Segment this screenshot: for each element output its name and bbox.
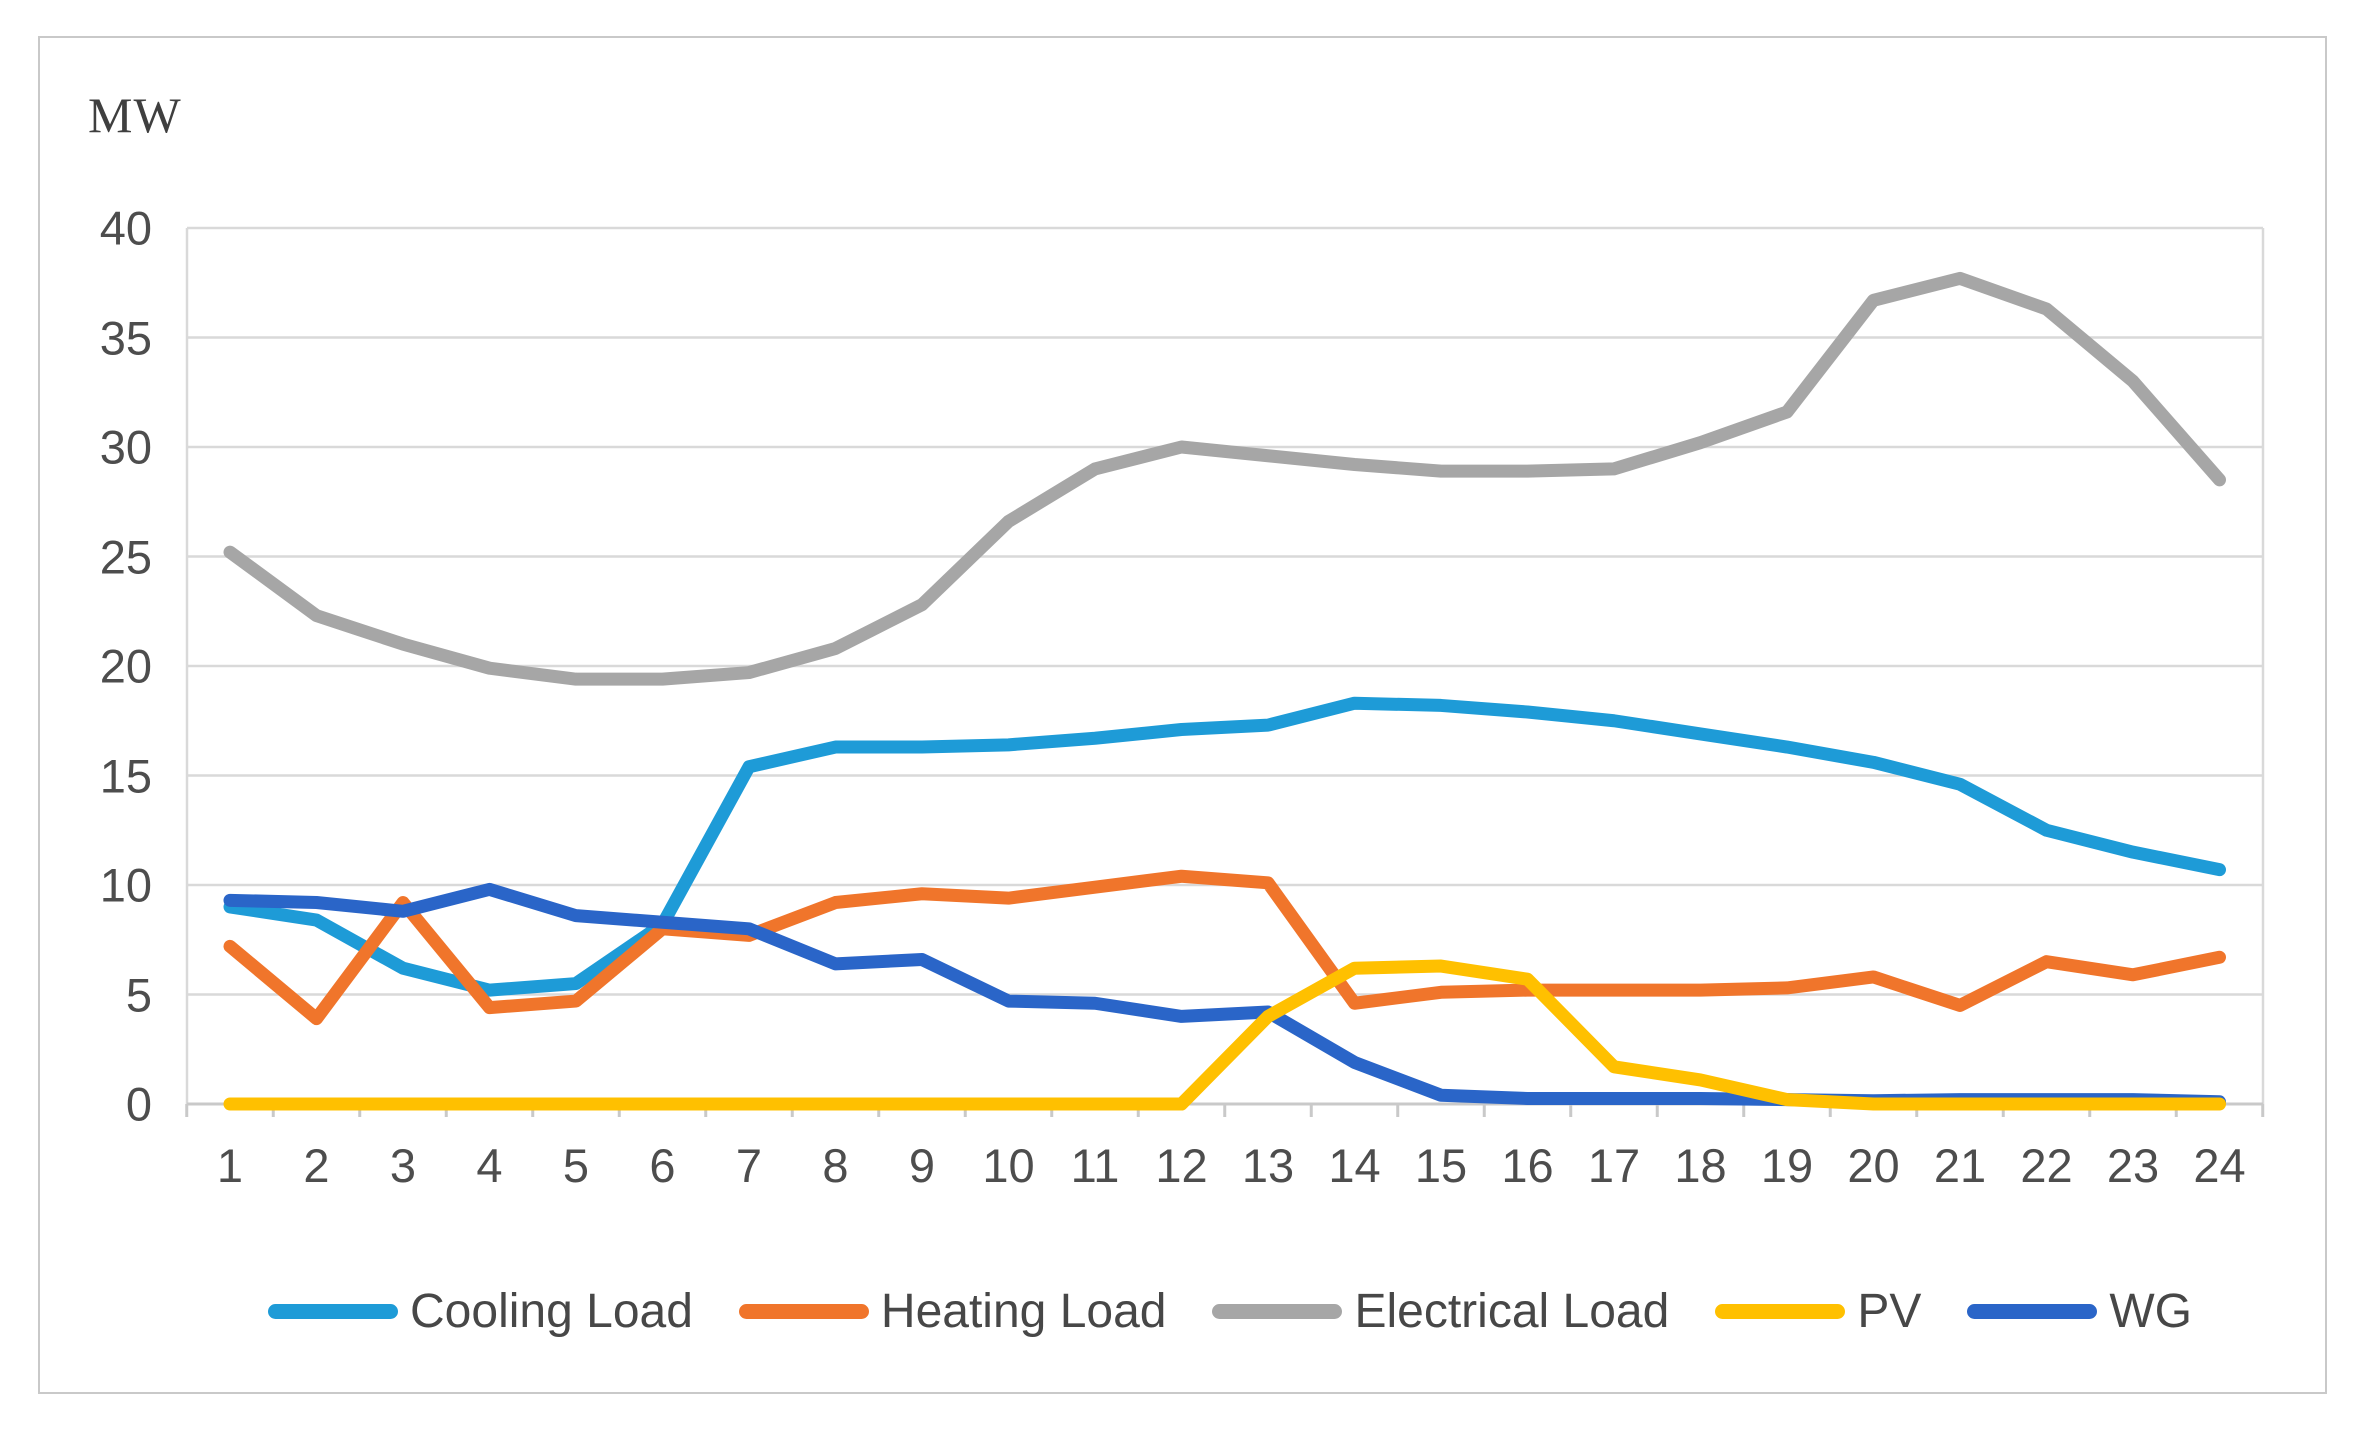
y-tick-label: 10 — [99, 858, 152, 912]
y-tick-label: 20 — [99, 639, 152, 693]
x-tick-label: 2 — [303, 1139, 330, 1192]
x-tick-label: 13 — [1241, 1139, 1295, 1192]
y-tick-label: 35 — [99, 311, 152, 364]
legend-item-cooling-load: Cooling Load — [268, 1284, 693, 1339]
legend-label: PV — [1857, 1284, 1922, 1338]
legend-label: Cooling Load — [410, 1284, 693, 1338]
x-tick-label: 4 — [476, 1139, 503, 1192]
x-tick-label: 1 — [216, 1139, 244, 1192]
series-line-electrical-load — [223, 271, 2226, 686]
figure-frame — [38, 36, 2327, 1394]
legend-swatch-heating-load — [738, 1303, 869, 1319]
x-tick-label: 19 — [1760, 1139, 1814, 1192]
x-tick-label: 18 — [1674, 1139, 1727, 1192]
legend-item-heating-load: Heating Load — [738, 1284, 1167, 1339]
x-tick-label: 6 — [649, 1139, 676, 1192]
legend-swatch-wg — [1967, 1303, 2098, 1319]
x-tick-label: 10 — [982, 1139, 1035, 1192]
legend-label: Heating Load — [880, 1284, 1167, 1338]
legend-item-pv: PV — [1715, 1284, 1921, 1339]
series-line-heating-load — [223, 869, 2226, 1026]
x-tick-label: 3 — [389, 1139, 417, 1192]
x-tick-label: 15 — [1414, 1139, 1468, 1192]
x-tick-label: 24 — [2193, 1139, 2246, 1192]
x-tick-label: 16 — [1501, 1139, 1554, 1192]
x-tick-label: 20 — [1847, 1139, 1900, 1192]
y-tick-label: 30 — [99, 420, 152, 474]
y-tick-label: 0 — [125, 1077, 152, 1131]
x-tick-label: 8 — [822, 1139, 849, 1192]
y-tick-label: 5 — [125, 968, 152, 1021]
y-tick-label: 25 — [99, 530, 152, 583]
legend-label: Electrical Load — [1354, 1284, 1670, 1338]
legend-swatch-pv — [1715, 1303, 1846, 1319]
series-line-cooling-load — [223, 696, 2226, 997]
x-tick-label: 14 — [1328, 1139, 1381, 1192]
x-tick-label: 7 — [735, 1139, 763, 1192]
series-line-pv — [223, 959, 2226, 1111]
legend-item-wg: WG — [1967, 1284, 2192, 1339]
x-tick-label: 9 — [908, 1139, 936, 1192]
x-tick-label: 12 — [1155, 1139, 1208, 1192]
x-tick-label: 23 — [2106, 1139, 2160, 1192]
chart-legend: Cooling Load Heating Load Electrical Load P… — [190, 1276, 2270, 1346]
y-tick-label: 40 — [99, 201, 152, 255]
y-tick-label: 15 — [99, 749, 152, 802]
x-tick-label: 21 — [1933, 1139, 1987, 1192]
x-tick-label: 5 — [562, 1139, 590, 1192]
legend-swatch-cooling-load — [268, 1303, 399, 1319]
legend-item-electrical-load: Electrical Load — [1212, 1284, 1669, 1339]
y-axis-unit-label: MW — [88, 87, 182, 143]
x-tick-label: 11 — [1070, 1139, 1120, 1192]
x-tick-label: 17 — [1587, 1139, 1641, 1192]
legend-label: WG — [2109, 1284, 2192, 1338]
x-tick-label: 22 — [2020, 1139, 2073, 1192]
legend-swatch-electrical-load — [1212, 1303, 1343, 1319]
